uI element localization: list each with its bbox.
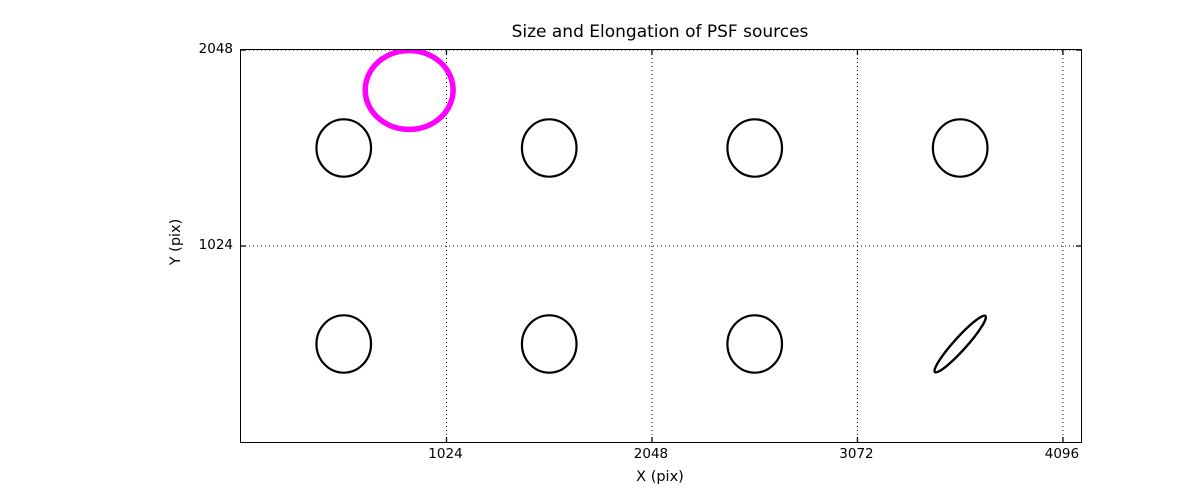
plot-area bbox=[240, 49, 1082, 443]
psf-source-r2c4-elongated bbox=[933, 314, 988, 374]
x-tick-label-1024: 1024 bbox=[428, 446, 463, 462]
y-axis-label: Y (pix) bbox=[168, 218, 184, 266]
x-tick-label-3072: 3072 bbox=[839, 446, 874, 462]
psf-source-r1c4 bbox=[931, 118, 989, 178]
chart-title: Size and Elongation of PSF sources bbox=[511, 22, 809, 42]
psf-source-r1c3 bbox=[726, 118, 784, 178]
plot-canvas bbox=[241, 50, 1081, 442]
psf-source-r2c3 bbox=[726, 314, 784, 374]
psf-source-r2c2 bbox=[520, 314, 578, 374]
psf-source-r1c1 bbox=[315, 118, 373, 178]
psf-source-highlighted bbox=[362, 50, 456, 133]
y-tick-label-2048: 2048 bbox=[198, 41, 233, 57]
x-tick-label-2048: 2048 bbox=[633, 446, 669, 462]
y-tick-label-1024: 1024 bbox=[198, 237, 233, 253]
psf-source-r1c2 bbox=[520, 118, 578, 178]
x-axis-label: X (pix) bbox=[636, 469, 684, 485]
x-tick-label-4096: 4096 bbox=[1044, 446, 1080, 462]
psf-source-r2c1 bbox=[315, 314, 373, 374]
